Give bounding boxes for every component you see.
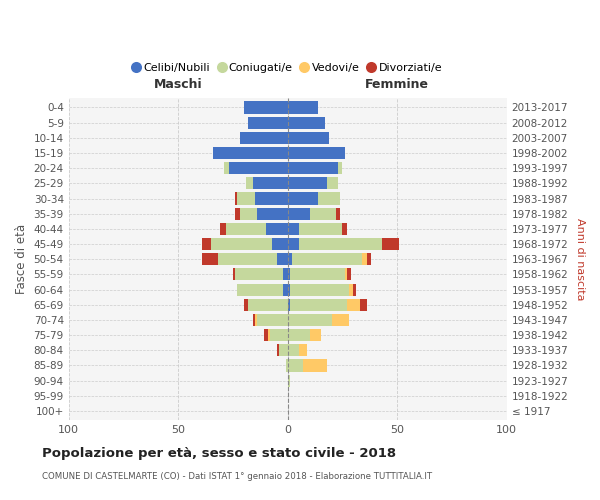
Bar — [382, 238, 400, 250]
Bar — [347, 268, 351, 280]
Bar — [292, 253, 362, 266]
Bar — [277, 253, 287, 266]
Bar — [303, 360, 327, 372]
Bar — [277, 344, 279, 356]
Bar — [287, 238, 299, 250]
Bar — [353, 284, 356, 296]
Bar — [235, 208, 239, 220]
Bar — [287, 208, 310, 220]
Bar — [338, 162, 343, 174]
Bar — [287, 344, 299, 356]
Bar — [287, 314, 331, 326]
Bar — [239, 132, 287, 144]
Bar — [347, 298, 360, 311]
Bar — [213, 147, 287, 159]
Bar — [287, 329, 310, 341]
Bar — [229, 162, 287, 174]
Bar — [367, 253, 371, 266]
Bar — [233, 268, 235, 280]
Bar — [287, 223, 299, 235]
Y-axis label: Anni di nascita: Anni di nascita — [575, 218, 585, 300]
Bar — [202, 253, 218, 266]
Bar — [362, 253, 367, 266]
Bar — [246, 178, 253, 190]
Bar — [287, 360, 303, 372]
Bar — [270, 329, 287, 341]
Bar — [263, 329, 268, 341]
Bar — [287, 162, 338, 174]
Bar — [238, 192, 255, 204]
Bar — [283, 268, 287, 280]
Bar — [287, 102, 319, 114]
Bar — [287, 116, 325, 128]
Bar — [287, 253, 292, 266]
Bar — [290, 284, 349, 296]
Text: Femmine: Femmine — [365, 78, 429, 91]
Bar — [336, 208, 340, 220]
Text: Maschi: Maschi — [154, 78, 202, 91]
Bar — [287, 147, 344, 159]
Bar — [360, 298, 367, 311]
Bar — [238, 284, 283, 296]
Bar — [299, 223, 343, 235]
Bar — [202, 238, 211, 250]
Bar — [279, 344, 287, 356]
Bar — [310, 208, 336, 220]
Bar — [235, 268, 283, 280]
Bar — [266, 223, 287, 235]
Bar — [287, 284, 290, 296]
Bar — [349, 284, 353, 296]
Bar — [248, 298, 287, 311]
Bar — [272, 238, 287, 250]
Text: Popolazione per età, sesso e stato civile - 2018: Popolazione per età, sesso e stato civil… — [42, 448, 396, 460]
Bar — [257, 314, 287, 326]
Bar — [268, 329, 270, 341]
Bar — [226, 223, 266, 235]
Bar — [287, 374, 290, 386]
Bar — [290, 298, 347, 311]
Bar — [287, 178, 327, 190]
Bar — [224, 162, 229, 174]
Bar — [244, 102, 287, 114]
Bar — [255, 192, 287, 204]
Bar — [343, 223, 347, 235]
Bar — [287, 268, 290, 280]
Bar — [255, 314, 257, 326]
Bar — [287, 132, 329, 144]
Bar — [239, 208, 257, 220]
Bar — [283, 284, 287, 296]
Bar — [244, 298, 248, 311]
Y-axis label: Fasce di età: Fasce di età — [15, 224, 28, 294]
Bar — [299, 238, 382, 250]
Bar — [331, 314, 349, 326]
Bar — [253, 314, 255, 326]
Bar — [218, 253, 277, 266]
Bar — [257, 208, 287, 220]
Bar — [211, 238, 272, 250]
Bar — [310, 329, 320, 341]
Bar — [290, 268, 344, 280]
Bar — [287, 192, 319, 204]
Bar — [287, 298, 290, 311]
Bar — [235, 192, 238, 204]
Bar — [327, 178, 338, 190]
Text: COMUNE DI CASTELMARTE (CO) - Dati ISTAT 1° gennaio 2018 - Elaborazione TUTTITALI: COMUNE DI CASTELMARTE (CO) - Dati ISTAT … — [42, 472, 432, 481]
Bar — [299, 344, 307, 356]
Bar — [220, 223, 226, 235]
Bar — [344, 268, 347, 280]
Bar — [286, 360, 287, 372]
Bar — [253, 178, 287, 190]
Legend: Celibi/Nubili, Coniugati/e, Vedovi/e, Divorziati/e: Celibi/Nubili, Coniugati/e, Vedovi/e, Di… — [129, 59, 446, 78]
Bar — [319, 192, 340, 204]
Bar — [248, 116, 287, 128]
